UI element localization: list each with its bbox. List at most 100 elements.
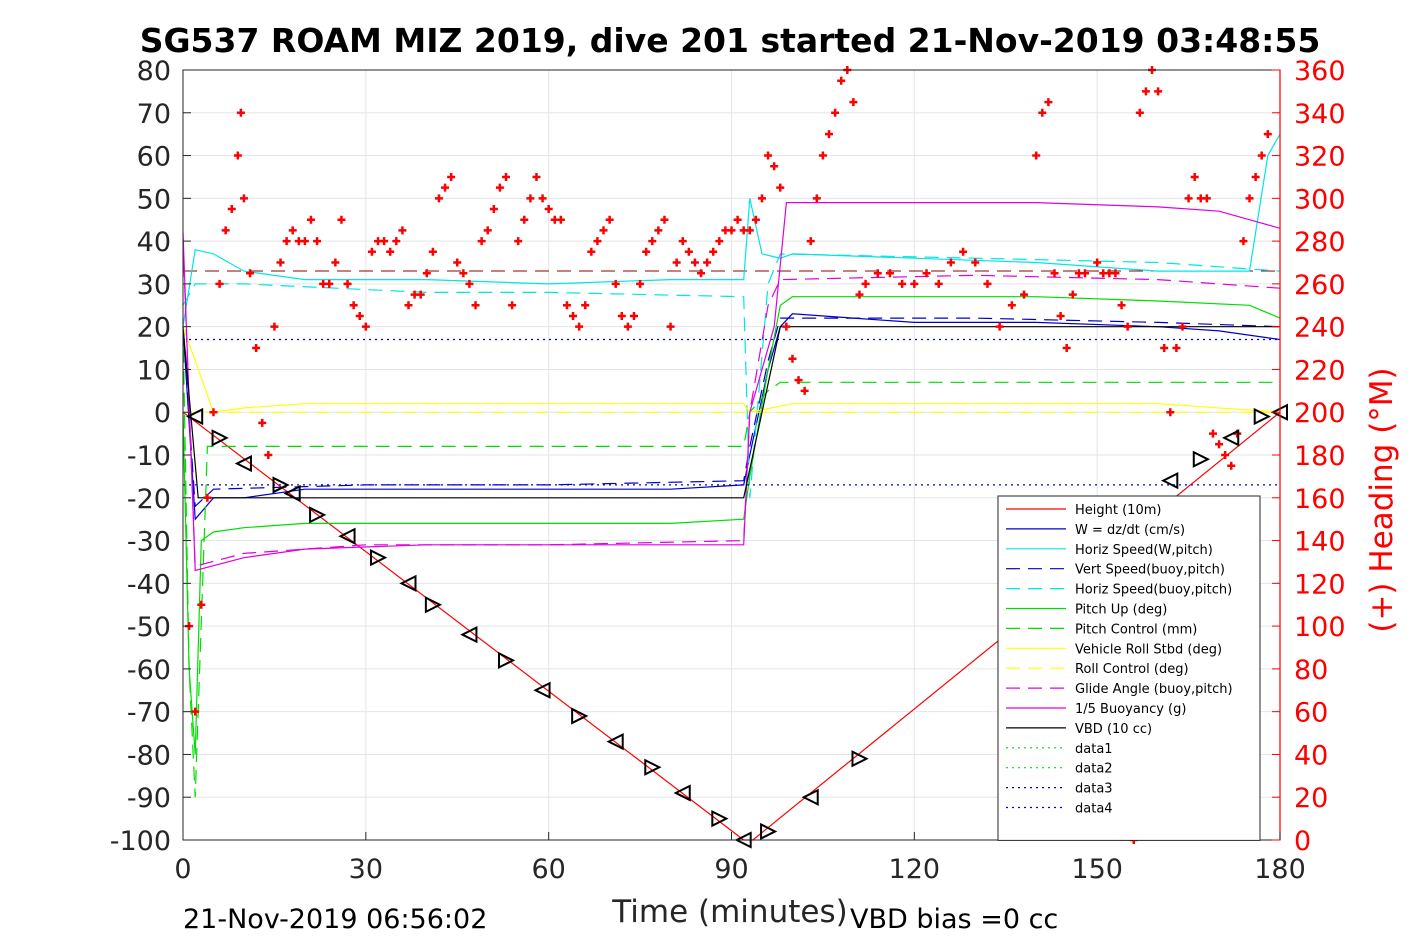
heading-marker	[678, 237, 687, 246]
y-tick-label: 10	[137, 355, 171, 386]
footer-timestamp: 21-Nov-2019 06:56:02	[183, 904, 487, 935]
heading-marker	[751, 215, 760, 224]
heading-marker	[898, 279, 907, 288]
heading-marker	[459, 269, 468, 278]
depth-marker	[571, 707, 589, 725]
heading-marker	[636, 279, 645, 288]
heading-marker	[1166, 408, 1175, 417]
x-tick-label: 90	[714, 854, 748, 885]
heading-marker	[812, 194, 821, 203]
heading-marker	[471, 301, 480, 310]
series-line-horiz-speed-buoy-pitch-	[182, 253, 1281, 498]
footer-vbd-bias: VBD bias =0 cc	[850, 904, 1058, 935]
heading-marker	[1178, 322, 1187, 331]
depth-marker	[673, 784, 691, 802]
heading-marker	[648, 237, 657, 246]
y-right-tick-label: 40	[1294, 740, 1328, 771]
heading-marker	[233, 151, 242, 160]
legend-entry: Pitch Control (mm)	[1075, 622, 1197, 637]
heading-marker	[258, 418, 267, 427]
heading-marker	[556, 215, 565, 224]
heading-marker	[1221, 451, 1230, 459]
heading-marker	[1263, 130, 1272, 139]
heading-marker	[264, 451, 273, 459]
y-right-tick-label: 140	[1294, 527, 1346, 558]
heading-marker	[715, 237, 724, 246]
legend-entry: Vert Speed(buoy,pitch)	[1075, 563, 1225, 578]
heading-marker	[654, 226, 663, 235]
y-tick-label: 70	[137, 99, 171, 130]
heading-marker	[1215, 440, 1224, 449]
y-tick-label: 80	[137, 56, 171, 87]
heading-marker	[270, 322, 279, 331]
heading-marker	[794, 376, 803, 385]
heading-marker	[946, 258, 955, 267]
heading-marker	[831, 108, 840, 117]
heading-marker	[672, 258, 681, 267]
heading-marker	[575, 322, 584, 331]
heading-marker	[1068, 290, 1077, 299]
heading-marker	[800, 386, 809, 395]
heading-marker	[398, 226, 407, 235]
y-right-tick-label: 320	[1294, 142, 1346, 173]
heading-marker	[770, 162, 779, 171]
legend-entry: data1	[1075, 742, 1113, 757]
heading-marker	[544, 205, 553, 214]
heading-marker	[562, 301, 571, 310]
depth-marker	[760, 822, 778, 841]
depth-marker	[711, 809, 729, 828]
heading-marker	[246, 269, 255, 278]
heading-marker	[386, 247, 395, 256]
heading-marker	[282, 237, 291, 246]
legend-entry: W = dz/dt (cm/s)	[1075, 523, 1185, 538]
heading-marker	[239, 194, 248, 203]
series-line-horiz-speed-w-pitch-	[182, 133, 1281, 327]
heading-marker	[203, 493, 212, 502]
heading-marker	[428, 247, 437, 256]
heading-marker	[209, 408, 218, 417]
heading-marker	[733, 215, 742, 224]
depth-marker	[424, 596, 443, 614]
y-right-tick-label: 120	[1294, 569, 1346, 600]
heading-marker	[934, 279, 943, 288]
y-right-tick-label: 80	[1294, 655, 1328, 686]
heading-marker	[276, 258, 285, 267]
depth-marker	[533, 681, 551, 699]
depth-marker	[399, 574, 417, 592]
y-tick-label: -50	[127, 612, 171, 643]
legend-entry: Horiz Speed(W,pitch)	[1075, 543, 1213, 558]
depth-marker	[283, 484, 301, 503]
legend-entry: data2	[1075, 762, 1113, 777]
y-right-tick-label: 220	[1294, 355, 1346, 386]
heading-marker	[959, 247, 968, 256]
heading-marker	[337, 215, 346, 224]
heading-marker	[1056, 311, 1065, 320]
series-line-vert-speed-buoy-pitch-	[182, 317, 1281, 508]
x-axis-label: Time (minutes)	[611, 894, 847, 930]
y-right-tick-label: 200	[1294, 398, 1346, 429]
depth-marker	[234, 454, 252, 473]
heading-marker	[361, 322, 370, 331]
y-tick-label: -60	[127, 655, 171, 686]
heading-marker	[288, 226, 297, 235]
legend-entry: Vehicle Roll Stbd (deg)	[1075, 642, 1222, 657]
heading-marker	[252, 344, 261, 353]
legend-entry: 1/5 Buoyancy (g)	[1075, 702, 1186, 717]
depth-marker	[185, 407, 204, 426]
heading-marker	[745, 226, 754, 235]
heading-marker	[489, 205, 498, 214]
legend-entry: Horiz Speed(buoy,pitch)	[1075, 583, 1232, 598]
x-tick-label: 120	[889, 854, 941, 885]
heading-marker	[1251, 172, 1260, 181]
heading-marker	[727, 226, 736, 235]
legend-entry: Height (10m)	[1075, 503, 1161, 518]
heading-marker	[1227, 461, 1236, 470]
heading-marker	[520, 215, 529, 224]
heading-marker	[1208, 429, 1217, 438]
heading-marker	[983, 279, 992, 288]
heading-marker	[642, 247, 651, 256]
heading-marker	[1123, 322, 1132, 331]
heading-marker	[392, 237, 401, 246]
heading-marker	[404, 301, 413, 310]
depth-marker	[801, 788, 819, 806]
